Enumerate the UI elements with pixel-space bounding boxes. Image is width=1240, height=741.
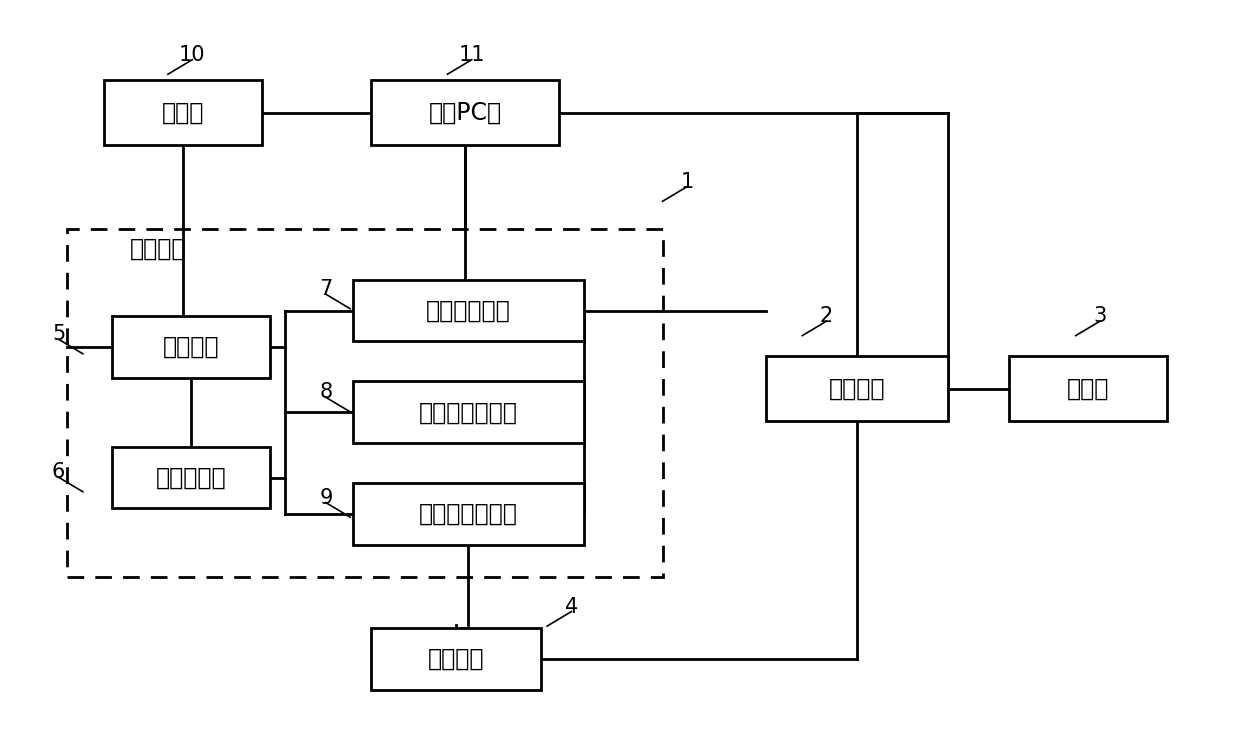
Text: 门锁本体: 门锁本体: [162, 335, 219, 359]
Text: 4: 4: [564, 597, 578, 617]
Text: 7: 7: [319, 279, 332, 299]
Text: 6: 6: [52, 462, 66, 482]
Bar: [352, 483, 584, 545]
Text: 移动终端: 移动终端: [428, 647, 484, 671]
Text: 2: 2: [820, 306, 833, 326]
Text: 10: 10: [179, 44, 206, 64]
Bar: [112, 447, 270, 508]
Text: 11: 11: [459, 44, 485, 64]
Bar: [766, 356, 949, 422]
Text: 5: 5: [52, 325, 66, 344]
Text: 云服务器: 云服务器: [828, 376, 885, 401]
Text: 管理PC端: 管理PC端: [429, 101, 502, 124]
Bar: [352, 279, 584, 342]
Text: 智能门锁: 智能门锁: [130, 237, 186, 262]
Text: 8: 8: [320, 382, 332, 402]
Text: 门锁控制器: 门锁控制器: [156, 465, 227, 490]
Bar: [112, 316, 270, 378]
Bar: [371, 628, 541, 690]
Bar: [352, 382, 584, 443]
Text: 3: 3: [1094, 306, 1106, 326]
Text: 摄像头监控装置: 摄像头监控装置: [419, 400, 517, 425]
Text: 数据库: 数据库: [1066, 376, 1109, 401]
Text: 二维码识别装置: 二维码识别装置: [419, 502, 517, 526]
Bar: [371, 80, 559, 145]
Bar: [1009, 356, 1167, 422]
Text: 无线通讯模块: 无线通讯模块: [425, 299, 511, 322]
Bar: [67, 229, 662, 577]
Text: 9: 9: [319, 488, 332, 508]
Text: 打印机: 打印机: [161, 101, 203, 124]
Bar: [103, 80, 262, 145]
Text: 1: 1: [681, 172, 693, 192]
